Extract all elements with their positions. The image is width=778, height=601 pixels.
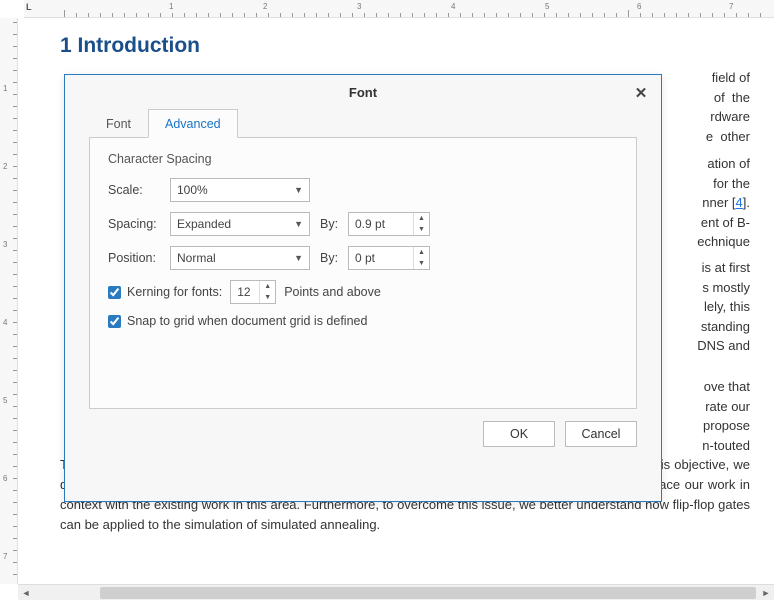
cancel-button[interactable]: Cancel [565,421,637,447]
scale-row: Scale: 100% ▼ [108,178,618,202]
position-row: Position: Normal ▼ By: 0 pt ▲ ▼ [108,246,618,270]
ruler-h-number: 2 [263,2,267,11]
spacing-value: Expanded [177,217,231,231]
ruler-v-number: 4 [3,318,7,327]
ruler-v-number: 1 [3,84,7,93]
dialog-title-text: Font [349,85,377,100]
spacing-label: Spacing: [108,217,170,231]
chevron-down-icon: ▼ [294,253,303,263]
spin-up-icon[interactable]: ▲ [260,281,275,292]
spin-down-icon[interactable]: ▼ [414,258,429,269]
ruler-h-number: 1 [169,2,173,11]
kerning-row: Kerning for fonts: 12 ▲ ▼ Points and abo… [108,280,618,304]
section-character-spacing: Character Spacing [108,152,618,166]
position-value: Normal [177,251,216,265]
heading-introduction: 1 Introduction [60,34,750,58]
ruler-vertical: 1 2 3 4 5 6 7 [0,18,18,584]
spin-down-icon[interactable]: ▼ [260,292,275,303]
snap-label: Snap to grid when document grid is defin… [127,314,367,328]
font-dialog: Font ✕ Font Advanced Character Spacing S… [64,74,662,502]
ruler-v-number: 7 [3,552,7,561]
spin-up-icon[interactable]: ▲ [414,213,429,224]
snap-row: Snap to grid when document grid is defin… [108,314,618,328]
scrollbar-horizontal[interactable]: ◄ ► [18,584,774,600]
position-by-label: By: [320,251,348,265]
spacing-row: Spacing: Expanded ▼ By: 0.9 pt ▲ ▼ [108,212,618,236]
ruler-h-number: 6 [637,2,641,11]
dialog-tabs: Font Advanced [65,108,661,137]
ruler-v-number: 3 [3,240,7,249]
tab-stop-indicator: L [26,2,32,12]
scale-label: Scale: [108,183,170,197]
scroll-right-icon[interactable]: ► [758,585,774,601]
ruler-v-number: 5 [3,396,7,405]
snap-checkbox[interactable] [108,315,121,328]
citation-link-4[interactable]: 4 [736,195,743,210]
ruler-h-number: 5 [545,2,549,11]
spacing-by-spinner[interactable]: 0.9 pt ▲ ▼ [348,212,430,236]
position-by-value: 0 pt [355,251,375,265]
kerning-label-post: Points and above [284,285,381,299]
ruler-horizontal: L 1 2 3 4 5 6 7 [24,0,774,18]
kerning-spinner[interactable]: 12 ▲ ▼ [230,280,276,304]
tab-advanced[interactable]: Advanced [148,109,238,138]
spin-down-icon[interactable]: ▼ [414,224,429,235]
spacing-select[interactable]: Expanded ▼ [170,212,310,236]
close-icon: ✕ [635,84,648,102]
kerning-value: 12 [237,285,250,299]
chevron-down-icon: ▼ [294,185,303,195]
ruler-h-number: 4 [451,2,455,11]
scroll-left-icon[interactable]: ◄ [18,585,34,601]
position-label: Position: [108,251,170,265]
spin-up-icon[interactable]: ▲ [414,247,429,258]
position-by-spinner[interactable]: 0 pt ▲ ▼ [348,246,430,270]
spacing-by-label: By: [320,217,348,231]
ruler-v-number: 2 [3,162,7,171]
ruler-h-number: 3 [357,2,361,11]
tab-font[interactable]: Font [89,109,148,138]
ruler-h-number: 7 [729,2,733,11]
chevron-down-icon: ▼ [294,219,303,229]
spacing-by-value: 0.9 pt [355,217,385,231]
kerning-checkbox[interactable] [108,286,121,299]
advanced-panel: Character Spacing Scale: 100% ▼ Spacing:… [89,137,637,409]
kerning-label-pre: Kerning for fonts: [127,285,222,299]
scale-select[interactable]: 100% ▼ [170,178,310,202]
ruler-v-number: 6 [3,474,7,483]
position-select[interactable]: Normal ▼ [170,246,310,270]
scroll-thumb[interactable] [100,587,756,599]
close-button[interactable]: ✕ [631,83,651,103]
dialog-title: Font ✕ [65,75,661,108]
scale-value: 100% [177,183,208,197]
ok-button[interactable]: OK [483,421,555,447]
dialog-buttons: OK Cancel [65,421,661,461]
